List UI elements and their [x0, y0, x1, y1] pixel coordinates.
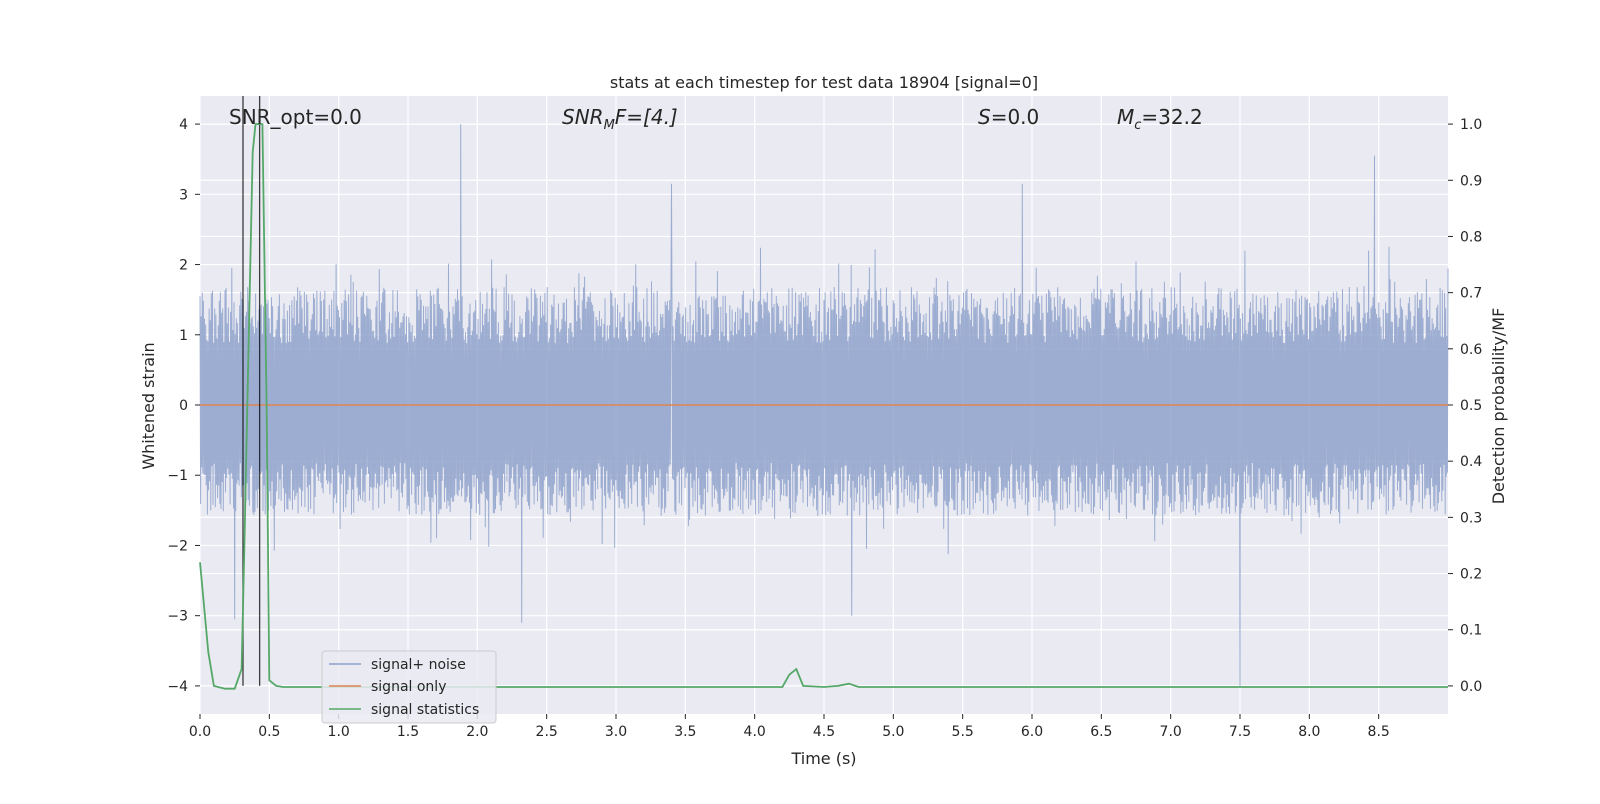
x-tick-label: 8.5 — [1368, 724, 1390, 740]
x-tick-label: 1.0 — [328, 724, 350, 740]
x-tick-label: 2.5 — [536, 724, 558, 740]
legend: signal+ noise signal only signal statist… — [321, 650, 497, 724]
legend-label-signal-noise: signal+ noise — [371, 657, 466, 673]
x-tick-label: 0.5 — [258, 724, 280, 740]
series-signal-noise — [199, 124, 1449, 686]
legend-label-signal-only: signal only — [371, 679, 446, 695]
y-right-tick-label: 0.3 — [1460, 510, 1482, 526]
x-axis-ticks: 0.0 0.5 1.0 1.5 2.0 2.5 3.0 3.5 4.0 4.5 5.0 5.5 6.0 6… — [189, 714, 1390, 740]
y-right-axis-label: Detection probability/MF — [1489, 308, 1508, 505]
annotations: SNR_opt=0.0 SNRMF=[4.] S=0.0 Mc=32.2 — [229, 105, 1203, 133]
y-tick-label: 1 — [179, 328, 188, 344]
y-tick-label: −3 — [167, 609, 188, 625]
y-tick-label: −4 — [167, 679, 188, 695]
y-axis-ticks: 4 3 2 1 0 −1 −2 −3 −4 — [167, 117, 200, 695]
y-axis-label: Whitened strain — [139, 342, 158, 469]
y-right-tick-label: 0.2 — [1460, 567, 1482, 583]
x-tick-label: 4.0 — [744, 724, 766, 740]
signal-noise-series — [199, 124, 1449, 686]
x-tick-label: 6.0 — [1021, 724, 1043, 740]
x-tick-label: 3.0 — [605, 724, 627, 740]
y-right-tick-label: 0.8 — [1460, 229, 1482, 245]
y-right-tick-label: 0.7 — [1460, 286, 1482, 302]
y-tick-label: −2 — [167, 538, 188, 554]
annotation-s: S=0.0 — [978, 105, 1039, 129]
legend-label-signal-statistics: signal statistics — [371, 702, 479, 718]
y-tick-label: 2 — [179, 258, 188, 274]
x-tick-label: 7.0 — [1160, 724, 1182, 740]
y-tick-label: 3 — [179, 187, 188, 203]
series-signal-statistics — [199, 123, 1448, 690]
y-tick-label: 4 — [179, 117, 188, 133]
y-right-tick-label: 0.6 — [1460, 342, 1482, 358]
x-tick-label: 4.5 — [813, 724, 835, 740]
x-tick-label: 5.5 — [952, 724, 974, 740]
y-right-tick-label: 0.0 — [1460, 679, 1482, 695]
x-tick-label: 3.5 — [674, 724, 696, 740]
x-tick-label: 2.0 — [466, 724, 488, 740]
y-right-tick-label: 0.9 — [1460, 173, 1482, 189]
y-right-tick-label: 1.0 — [1460, 117, 1482, 133]
annotation-snr-opt: SNR_opt=0.0 — [229, 105, 362, 129]
x-tick-label: 6.5 — [1090, 724, 1112, 740]
y-tick-label: 0 — [179, 398, 188, 414]
x-tick-label: 0.0 — [189, 724, 211, 740]
y-right-tick-label: 0.1 — [1460, 623, 1482, 639]
x-tick-label: 5.0 — [882, 724, 904, 740]
chart-title: stats at each timestep for test data 189… — [610, 73, 1038, 92]
annotation-snr-mf: SNRMF=[4.] — [562, 105, 678, 133]
legend-box — [321, 650, 497, 724]
line-series — [199, 96, 1448, 690]
annotation-mc: Mc=32.2 — [1117, 105, 1203, 133]
x-tick-label: 8.0 — [1298, 724, 1320, 740]
y-right-tick-label: 0.4 — [1460, 454, 1482, 470]
y-right-axis-ticks: 1.0 0.9 0.8 0.7 0.6 0.5 0.4 0.3 0.2 0.1 0.0 — [1448, 117, 1482, 695]
y-tick-label: −1 — [167, 468, 188, 484]
x-axis-label: Time (s) — [790, 749, 856, 768]
x-tick-label: 7.5 — [1229, 724, 1251, 740]
x-tick-label: 1.5 — [397, 724, 419, 740]
y-right-tick-label: 0.5 — [1460, 398, 1482, 414]
